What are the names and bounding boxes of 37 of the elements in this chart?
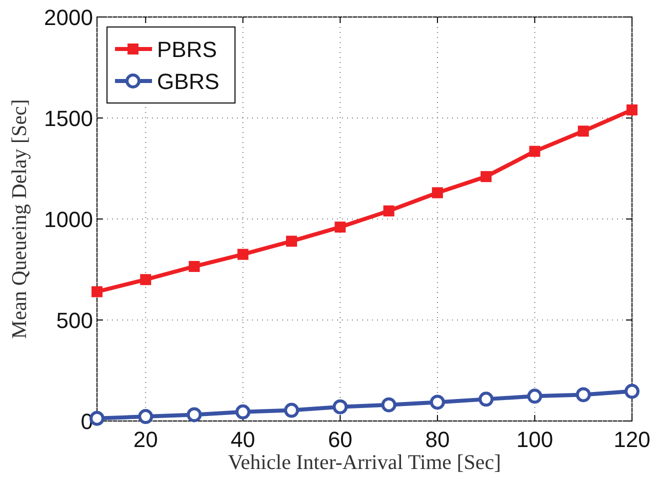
point xyxy=(432,187,443,198)
point xyxy=(332,399,348,414)
x-tick-label: 80 xyxy=(425,427,450,452)
point xyxy=(235,404,250,420)
x-tick-label: 40 xyxy=(230,427,256,452)
point xyxy=(138,409,154,424)
point xyxy=(624,384,640,399)
point xyxy=(529,146,540,157)
legend-label: PBRS xyxy=(157,37,217,62)
point xyxy=(334,222,346,233)
point xyxy=(92,286,102,298)
y-tick-label: 500 xyxy=(56,308,93,333)
point xyxy=(383,205,394,216)
x-tick-label: 20 xyxy=(133,427,158,452)
point xyxy=(140,274,152,286)
point xyxy=(578,126,589,137)
point xyxy=(576,387,591,402)
x-axis-title: Vehicle Inter-Arrival Time [Sec] xyxy=(228,450,502,474)
point xyxy=(284,402,300,418)
point xyxy=(188,260,200,272)
point xyxy=(430,394,445,410)
point xyxy=(626,104,638,116)
point xyxy=(527,388,542,404)
y-tick-label: 1500 xyxy=(44,106,93,131)
x-tick-label: 100 xyxy=(516,427,554,452)
point xyxy=(480,171,492,182)
x-tick-label: 60 xyxy=(328,427,352,452)
point xyxy=(186,407,202,422)
x-tick-label: 120 xyxy=(614,427,650,452)
y-axis-title: Mean Queueing Delay [Sec] xyxy=(7,99,31,339)
y-tick-label: 2000 xyxy=(44,5,93,30)
point xyxy=(286,236,298,247)
legend-label: GBRS xyxy=(157,69,220,94)
point xyxy=(237,248,248,260)
point xyxy=(478,392,494,407)
point xyxy=(381,397,396,412)
y-tick-label: 1000 xyxy=(44,207,93,232)
